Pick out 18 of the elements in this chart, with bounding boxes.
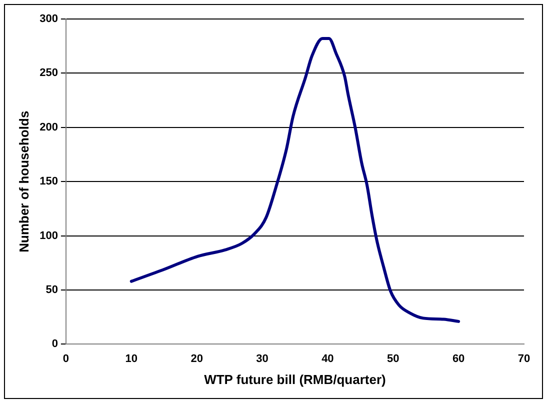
line-series — [130, 37, 460, 323]
x-tick-label: 40 — [322, 352, 334, 365]
x-axis-title: WTP future bill (RMB/quarter) — [204, 372, 386, 387]
y-tick-label: 50 — [46, 284, 58, 296]
y-tick-label: 150 — [40, 176, 58, 188]
x-tick-label: 0 — [62, 352, 70, 365]
x-tick-label: 30 — [256, 352, 268, 365]
y-axis-title: Number of households — [16, 110, 32, 252]
x-tick-label: 10 — [125, 352, 138, 365]
y-tick-label: 200 — [40, 121, 58, 134]
x-tick-label: 20 — [190, 352, 203, 365]
y-tick-label: 0 — [52, 338, 58, 350]
x-tick-label: 60 — [452, 352, 465, 365]
x-tick-label: 70 — [518, 352, 530, 365]
y-tick-label: 250 — [40, 67, 58, 80]
x-tick-label: 50 — [387, 352, 400, 365]
y-tick-label: 300 — [40, 13, 58, 26]
y-tick-label: 100 — [40, 230, 58, 242]
